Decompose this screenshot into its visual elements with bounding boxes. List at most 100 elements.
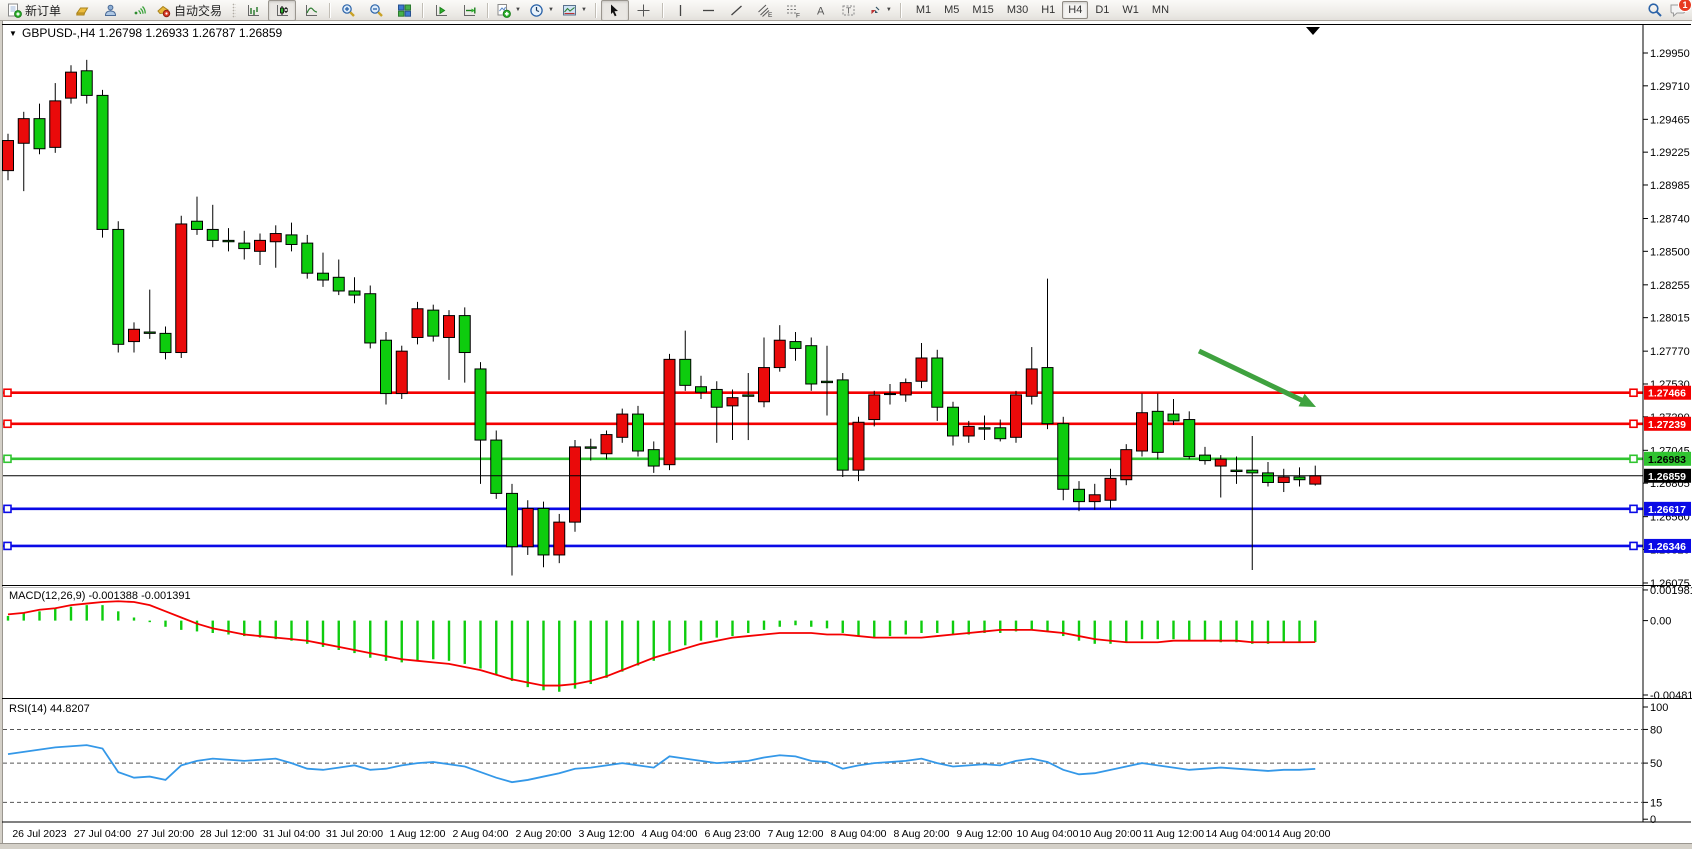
line-anchor-left[interactable] [3, 504, 12, 514]
channel-tool-button[interactable]: E [752, 1, 778, 20]
zoom-in-button[interactable] [335, 1, 361, 20]
candle-body [49, 100, 62, 148]
fibonacci-icon: F [786, 5, 800, 18]
cursor-tool-button[interactable] [600, 0, 629, 21]
rsi-line [7, 744, 1316, 784]
candle-body [1293, 476, 1306, 481]
chart-shift-marker[interactable] [1306, 27, 1320, 35]
candle-body [821, 380, 833, 384]
timeframe-button-H1[interactable]: H1 [1041, 4, 1056, 16]
line-anchor-right[interactable] [1629, 388, 1638, 398]
autotrade-icon [157, 5, 171, 17]
candle-body [600, 434, 613, 455]
price-tick-label: 1.27770 [1650, 346, 1690, 358]
rsi-tick-label: 0 [1650, 814, 1656, 826]
auto-scroll-button[interactable] [456, 1, 482, 20]
candle-body [1120, 449, 1133, 481]
horizontal-level-lines [3, 388, 1643, 551]
search-icon[interactable] [1647, 2, 1663, 18]
line-anchor-right[interactable] [1629, 504, 1638, 514]
candle-body [17, 118, 30, 144]
signal-button[interactable] [125, 1, 151, 20]
candle-body [978, 427, 991, 430]
date-axis[interactable]: 26 Jul 2023 27 Jul 04:00 27 Jul 20:00 28 Ju… [12, 828, 1330, 840]
candle-body [175, 223, 188, 354]
timeframe-button-M30[interactable]: M30 [1006, 4, 1029, 16]
zoom-out-button[interactable] [363, 1, 389, 20]
crosshair-tool-button[interactable] [631, 1, 657, 20]
bar-chart-button[interactable] [240, 1, 266, 20]
svg-text:F: F [796, 12, 800, 18]
candle-body [1088, 494, 1101, 503]
macd-panel[interactable]: 0.001981 0.00 -0.00481 MACD(12,26,9) -0.001… [6, 585, 1692, 702]
date-tick-label: 9 Aug 12:00 [956, 828, 1012, 840]
candle-body [506, 492, 518, 548]
profile-button[interactable] [97, 1, 123, 20]
fibonacci-tool-button[interactable]: F [780, 1, 806, 20]
candle-body [1277, 476, 1290, 483]
candle-body [805, 345, 818, 385]
svg-text:1.26983: 1.26983 [1648, 454, 1686, 466]
candle-body [380, 339, 392, 395]
line-anchor-right[interactable] [1629, 541, 1638, 551]
label-icon: T [842, 5, 855, 15]
timeframe-button-M15[interactable]: M15 [972, 4, 994, 16]
chart-shift-button[interactable] [428, 1, 454, 20]
vertical-line-tool-button[interactable] [668, 1, 694, 20]
trendline-tool-button[interactable] [724, 1, 750, 20]
level-price-tag: 1.26983 [1644, 451, 1691, 466]
tile-windows-button[interactable] [391, 1, 417, 20]
candle-body [191, 220, 203, 230]
svg-text:▼: ▼ [9, 29, 17, 38]
auto-trading-button[interactable]: 自动交易 [153, 1, 228, 20]
vertical-line-icon [680, 4, 682, 16]
toolbar: 新订单 自动交易 [0, 0, 1692, 21]
chevron-down-icon: ▼ [885, 7, 892, 13]
candles-chart-icon [276, 4, 288, 16]
timeframe-button-M5[interactable]: M5 [944, 4, 960, 16]
templates-button[interactable]: ▼ [559, 1, 590, 20]
candlestick-chart-button[interactable] [268, 0, 297, 21]
line-chart-icon [305, 4, 317, 16]
candle-body [1246, 469, 1259, 474]
candle-body [395, 350, 408, 395]
line-anchor-right[interactable] [1629, 419, 1638, 429]
new-chart-button[interactable]: ▼ [493, 1, 524, 20]
timeframe-button-W1[interactable]: W1 [1122, 4, 1139, 16]
text-tool-button[interactable]: A [808, 1, 834, 20]
timeframe-button-H4[interactable]: H4 [1062, 1, 1089, 19]
line-chart-button[interactable] [298, 1, 324, 20]
candle-body [868, 394, 881, 421]
line-anchor-left[interactable] [3, 541, 12, 551]
horizontal-line-tool-button[interactable] [696, 1, 722, 20]
timeframe-button-MN[interactable]: MN [1151, 4, 1170, 16]
notifications-button[interactable]: 1 [1669, 0, 1692, 18]
candle-body [521, 507, 534, 548]
gold-bar-button[interactable] [69, 1, 95, 20]
date-tick-label: 27 Jul 20:00 [137, 828, 194, 840]
timeframe-button-M1[interactable]: M1 [915, 4, 932, 16]
candle-body [1073, 488, 1085, 503]
periods-button[interactable]: ▼ [526, 1, 557, 20]
auto-trading-label: 自动交易 [174, 3, 223, 18]
candle-body [553, 521, 566, 556]
candle-body [789, 341, 802, 349]
candle-body [96, 94, 109, 230]
trend-arrow-annotation[interactable] [1197, 348, 1309, 405]
rsi-panel[interactable]: 100 80 50 15 0 RSI(14) 44.8207 [3, 702, 1668, 826]
label-tool-button[interactable]: T [836, 1, 862, 20]
new-order-button[interactable]: 新订单 [4, 1, 67, 20]
arrows-tool-button[interactable]: ▼ [864, 1, 895, 20]
main-price-panel[interactable]: 1.29950 1.29710 1.29465 1.29225 1.28985 1.287… [2, 26, 1690, 590]
line-anchor-right[interactable] [1629, 454, 1638, 464]
line-anchor-left[interactable] [3, 454, 12, 464]
line-anchor-left[interactable] [3, 419, 12, 429]
timeframe-button-D1[interactable]: D1 [1095, 4, 1110, 16]
candle-body [254, 239, 266, 252]
price-tick-label: 1.28255 [1650, 280, 1690, 292]
line-anchor-left[interactable] [3, 388, 12, 398]
candle-body [490, 439, 503, 494]
toolbar-grip [232, 2, 237, 18]
price-tick-label: 1.28740 [1650, 213, 1690, 225]
